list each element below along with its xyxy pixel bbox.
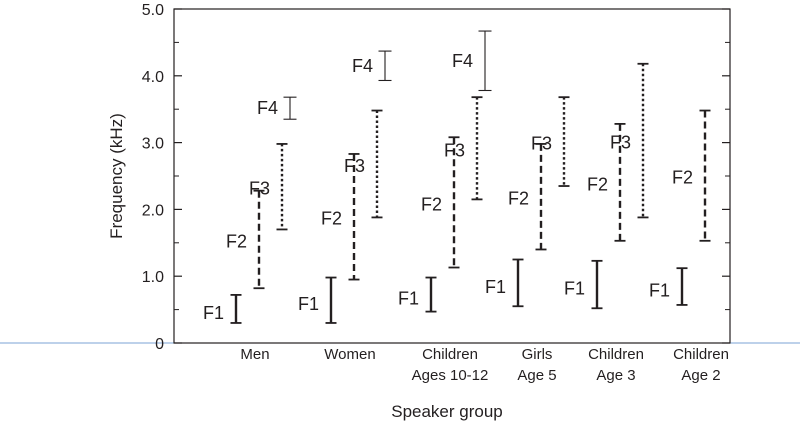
- formant-label: F3: [344, 156, 365, 176]
- group-label: Children: [673, 346, 729, 363]
- formant-label: F3: [610, 133, 631, 153]
- group-label: Ages 10-12: [412, 367, 489, 384]
- formant-label: F1: [398, 289, 419, 309]
- formant-label: F2: [587, 174, 608, 194]
- formant-label: F4: [352, 56, 373, 76]
- formant-label: F2: [321, 209, 342, 229]
- group-label: Women: [324, 346, 375, 363]
- group-label: Age 5: [517, 367, 556, 384]
- formant-label: F2: [672, 168, 693, 188]
- group-label: Girls: [522, 346, 553, 363]
- group-label: Children: [588, 346, 644, 363]
- y-axis-ticks: 0 1.0 2.0 3.0 4.0 5.0: [142, 2, 730, 353]
- group-label: Men: [240, 346, 269, 363]
- group-label: Age 2: [681, 367, 720, 384]
- y-tick-label: 1.0: [142, 269, 164, 286]
- speaker-group: Children Age 2 F1 F2: [649, 109, 729, 384]
- speaker-group: Children Age 3 F1 F2 F3: [564, 62, 649, 384]
- y-tick-label: 2.0: [142, 202, 164, 219]
- formant-label: F3: [531, 134, 552, 154]
- formant-label: F1: [298, 294, 319, 314]
- speaker-group: Girls Age 5 F1 F2 F3: [485, 96, 570, 384]
- formant-label: F2: [421, 194, 442, 214]
- formant-label: F3: [444, 140, 465, 160]
- formant-label: F1: [203, 303, 224, 323]
- y-tick-label: 4.0: [142, 69, 164, 86]
- group-label: Age 3: [596, 367, 635, 384]
- formant-label: F3: [249, 179, 270, 199]
- formant-label: F1: [485, 277, 506, 297]
- formant-label: F2: [508, 189, 529, 209]
- y-tick-label: 3.0: [142, 136, 164, 153]
- y-axis-title: Frequency (kHz): [107, 113, 126, 239]
- y-tick-label: 0: [155, 336, 164, 353]
- formant-label: F1: [649, 281, 670, 301]
- speaker-group: Children Ages 10-12 F1 F2 F3 F4: [398, 30, 492, 384]
- x-axis-title: Speaker group: [391, 402, 503, 421]
- formant-label: F2: [226, 231, 247, 251]
- speaker-groups: Men F1 F2 F3 F4 Women F1 F2 F3 F4 Children Ages 10-…: [203, 30, 729, 384]
- formant-label: F1: [564, 279, 585, 299]
- speaker-group: Women F1 F2 F3 F4: [298, 50, 392, 363]
- group-label: Children: [422, 346, 478, 363]
- y-tick-label: 5.0: [142, 2, 164, 19]
- formant-label: F4: [452, 51, 473, 71]
- formant-label: F4: [257, 98, 278, 118]
- speaker-group: Men F1 F2 F3 F4: [203, 96, 297, 363]
